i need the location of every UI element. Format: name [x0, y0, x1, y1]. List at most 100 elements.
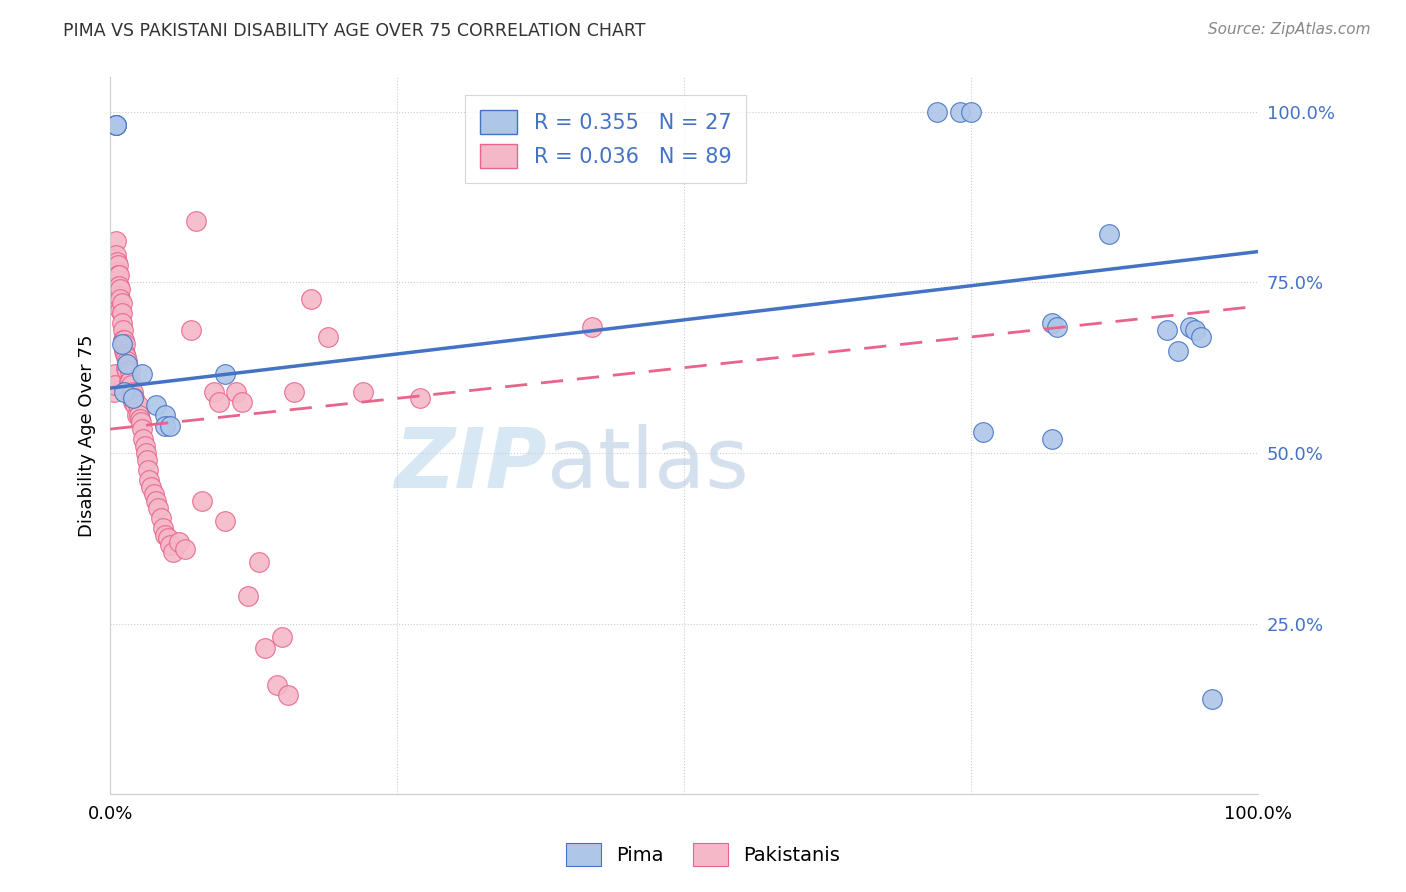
- Point: [122, 392, 145, 406]
- Point: [107, 268, 129, 283]
- Point: [236, 590, 259, 604]
- Point: [104, 368, 127, 382]
- Point: [104, 235, 127, 249]
- Point: [138, 473, 160, 487]
- Point: [131, 368, 153, 382]
- Point: [1167, 343, 1189, 358]
- Point: [225, 384, 247, 399]
- Point: [925, 104, 948, 119]
- Point: [118, 374, 141, 388]
- Text: Source: ZipAtlas.com: Source: ZipAtlas.com: [1208, 22, 1371, 37]
- Point: [162, 545, 184, 559]
- Point: [111, 336, 134, 351]
- Point: [191, 493, 214, 508]
- Point: [1046, 319, 1069, 334]
- Point: [1201, 691, 1223, 706]
- Point: [214, 514, 236, 528]
- Point: [1040, 316, 1063, 330]
- Point: [152, 521, 174, 535]
- Point: [111, 306, 134, 320]
- Point: [145, 493, 167, 508]
- Point: [167, 534, 190, 549]
- Point: [108, 278, 131, 293]
- Point: [107, 278, 129, 293]
- Point: [145, 398, 167, 412]
- Point: [110, 293, 132, 307]
- Point: [960, 104, 983, 119]
- Point: [173, 541, 195, 556]
- Point: [117, 374, 139, 388]
- Point: [104, 268, 127, 283]
- Point: [104, 118, 127, 132]
- Point: [299, 293, 322, 307]
- Point: [155, 409, 177, 423]
- Point: [111, 295, 134, 310]
- Point: [409, 392, 432, 406]
- Point: [108, 268, 131, 283]
- Point: [156, 532, 179, 546]
- Point: [111, 323, 134, 337]
- Point: [318, 330, 340, 344]
- Point: [124, 398, 146, 412]
- Point: [131, 422, 153, 436]
- Point: [112, 384, 135, 399]
- Point: [134, 439, 156, 453]
- Point: [159, 418, 181, 433]
- Point: [249, 555, 271, 569]
- Point: [949, 104, 972, 119]
- Point: [266, 678, 288, 692]
- Point: [283, 384, 305, 399]
- Point: [112, 343, 135, 358]
- Point: [105, 265, 128, 279]
- Point: [208, 394, 231, 409]
- Legend: Pima, Pakistanis: Pima, Pakistanis: [558, 835, 848, 873]
- Point: [135, 446, 157, 460]
- Text: atlas: atlas: [547, 424, 748, 505]
- Point: [115, 351, 138, 365]
- Point: [155, 418, 177, 433]
- Point: [111, 334, 134, 348]
- Point: [117, 357, 139, 371]
- Point: [104, 282, 127, 296]
- Point: [125, 409, 148, 423]
- Point: [105, 254, 128, 268]
- Point: [105, 275, 128, 289]
- Point: [118, 364, 141, 378]
- Text: PIMA VS PAKISTANI DISABILITY AGE OVER 75 CORRELATION CHART: PIMA VS PAKISTANI DISABILITY AGE OVER 75…: [63, 22, 645, 40]
- Point: [1156, 323, 1178, 337]
- Point: [120, 377, 142, 392]
- Point: [159, 538, 181, 552]
- Point: [254, 640, 277, 655]
- Point: [122, 392, 145, 406]
- Point: [128, 409, 150, 423]
- Point: [111, 316, 134, 330]
- Point: [104, 295, 127, 310]
- Point: [581, 319, 603, 334]
- Point: [112, 334, 135, 348]
- Point: [115, 360, 138, 375]
- Point: [104, 248, 127, 262]
- Y-axis label: Disability Age Over 75: Disability Age Over 75: [79, 334, 96, 537]
- Point: [1178, 319, 1201, 334]
- Point: [103, 384, 125, 399]
- Point: [110, 302, 132, 317]
- Legend: R = 0.355   N = 27, R = 0.036   N = 89: R = 0.355 N = 27, R = 0.036 N = 89: [465, 95, 747, 183]
- Point: [155, 528, 177, 542]
- Point: [122, 394, 145, 409]
- Point: [231, 394, 253, 409]
- Point: [149, 511, 172, 525]
- Point: [180, 323, 202, 337]
- Point: [132, 433, 155, 447]
- Point: [186, 214, 208, 228]
- Point: [271, 630, 294, 644]
- Point: [117, 353, 139, 368]
- Point: [148, 500, 170, 515]
- Point: [104, 118, 127, 132]
- Point: [107, 258, 129, 272]
- Point: [129, 412, 152, 426]
- Point: [114, 347, 136, 361]
- Point: [110, 282, 132, 296]
- Point: [142, 487, 165, 501]
- Point: [122, 384, 145, 399]
- Point: [114, 336, 136, 351]
